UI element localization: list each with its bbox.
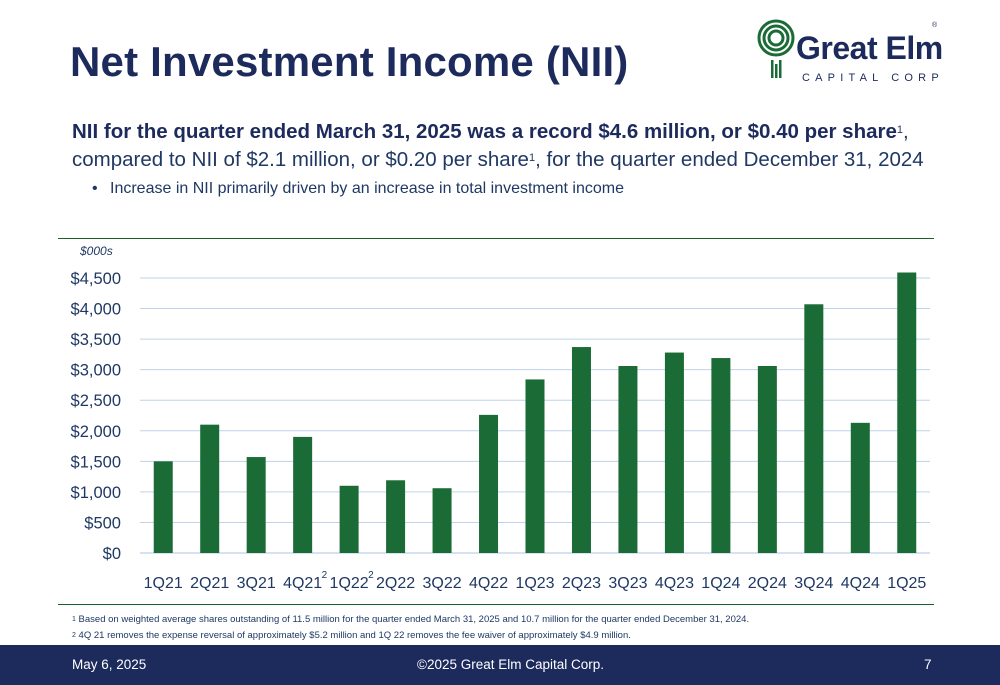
footnote-ref-1: 1: [896, 124, 904, 136]
bar: [525, 379, 545, 553]
x-tick-label: 3Q21: [237, 575, 276, 592]
logo-registered-mark: ®: [932, 22, 938, 29]
x-tick-label: 1Q25: [887, 575, 926, 592]
y-tick-label: $1,500: [71, 453, 121, 471]
x-tick-footnote-mark: 2: [322, 570, 328, 581]
footnote-1-mark: 1: [72, 616, 76, 623]
bar: [711, 358, 731, 553]
x-tick-footnote-mark: 2: [368, 570, 374, 581]
footnotes: 1 Based on weighted average shares outst…: [72, 612, 749, 644]
y-tick-label: $4,000: [71, 301, 121, 319]
x-tick-label: 2Q21: [190, 575, 229, 592]
y-tick-label: $4,500: [71, 270, 121, 288]
y-tick-label: $2,500: [71, 392, 121, 410]
bar: [897, 272, 917, 553]
footer-copyright: ©2025 Great Elm Capital Corp.: [417, 657, 605, 672]
bar: [664, 352, 684, 553]
footnote-1: 1 Based on weighted average shares outst…: [72, 612, 749, 628]
chart-bottom-rule: [58, 604, 934, 605]
footnote-2: 2 4Q 21 removes the expense reversal of …: [72, 628, 749, 644]
footer-date: May 6, 2025: [72, 657, 147, 672]
footnote-1-text: Based on weighted average shares outstan…: [78, 614, 750, 625]
nii-bar-chart: $000s $0 $500 $1,000 $1,500 $2,000 $2,500 $3,00…: [71, 244, 930, 592]
headline: NII for the quarter ended March 31, 2025…: [72, 118, 952, 174]
y-tick-label: $3,500: [71, 331, 121, 349]
x-tick-label: 4Q24: [841, 575, 880, 592]
y-tick-label: $1,000: [71, 484, 121, 502]
footnote-ref-1b: 1: [528, 152, 536, 164]
bar: [618, 366, 638, 553]
bar: [293, 436, 313, 553]
x-tick-label: 1Q24: [701, 575, 740, 592]
bar: [850, 422, 870, 553]
y-tick-label: $3,000: [71, 362, 121, 380]
y-tick-label: $500: [84, 514, 121, 532]
great-elm-tree-icon: [757, 19, 795, 78]
bullet-icon: •: [92, 180, 98, 197]
x-tick-label: 4Q22: [469, 575, 508, 592]
bar: [153, 461, 173, 553]
x-tick-label: 4Q23: [655, 575, 694, 592]
bullet-point: • Increase in NII primarily driven by an …: [92, 180, 624, 198]
footer-page-number: 7: [924, 657, 932, 672]
x-tick-label: 3Q24: [794, 575, 833, 592]
bar: [200, 424, 220, 553]
x-tick-label: 3Q22: [422, 575, 461, 592]
bullet-text: Increase in NII primarily driven by an i…: [110, 180, 624, 197]
y-unit-label: $000s: [79, 244, 113, 258]
footer-bar: May 6, 2025 ©2025 Great Elm Capital Corp…: [0, 645, 1000, 685]
x-tick-label: 1Q21: [144, 575, 183, 592]
x-tick-label: 4Q21: [283, 575, 322, 592]
headline-bold: NII for the quarter ended March 31, 2025…: [72, 120, 897, 143]
bar: [339, 485, 359, 553]
chart-top-rule: [58, 238, 934, 239]
y-tick-label: $2,000: [71, 423, 121, 441]
bar: [571, 347, 591, 553]
logo-subtitle: CAPITAL CORP: [802, 72, 944, 84]
x-tick-label: 1Q23: [515, 575, 554, 592]
bar: [246, 457, 266, 553]
bar: [804, 304, 824, 553]
footnote-2-mark: 2: [72, 632, 76, 639]
company-logo: Great Elm ® CAPITAL CORP: [756, 16, 946, 86]
x-tick-label: 2Q24: [748, 575, 787, 592]
x-tick-label: 2Q23: [562, 575, 601, 592]
logo-wordmark: Great Elm: [796, 30, 943, 66]
y-tick-label: $0: [103, 545, 121, 563]
bar: [757, 366, 777, 553]
x-tick-label: 2Q22: [376, 575, 415, 592]
bar: [432, 488, 452, 553]
x-tick-label: 1Q22: [330, 575, 369, 592]
footnote-2-text: 4Q 21 removes the expense reversal of ap…: [78, 630, 631, 641]
headline-rest-1: , compared to NII of $2.1 million, or $0…: [72, 120, 909, 171]
bar: [479, 414, 499, 553]
bar: [386, 480, 406, 553]
slide-title: Net Investment Income (NII): [70, 38, 629, 85]
x-tick-label: 3Q23: [608, 575, 647, 592]
headline-rest-2: , for the quarter ended December 31, 202…: [535, 148, 924, 171]
